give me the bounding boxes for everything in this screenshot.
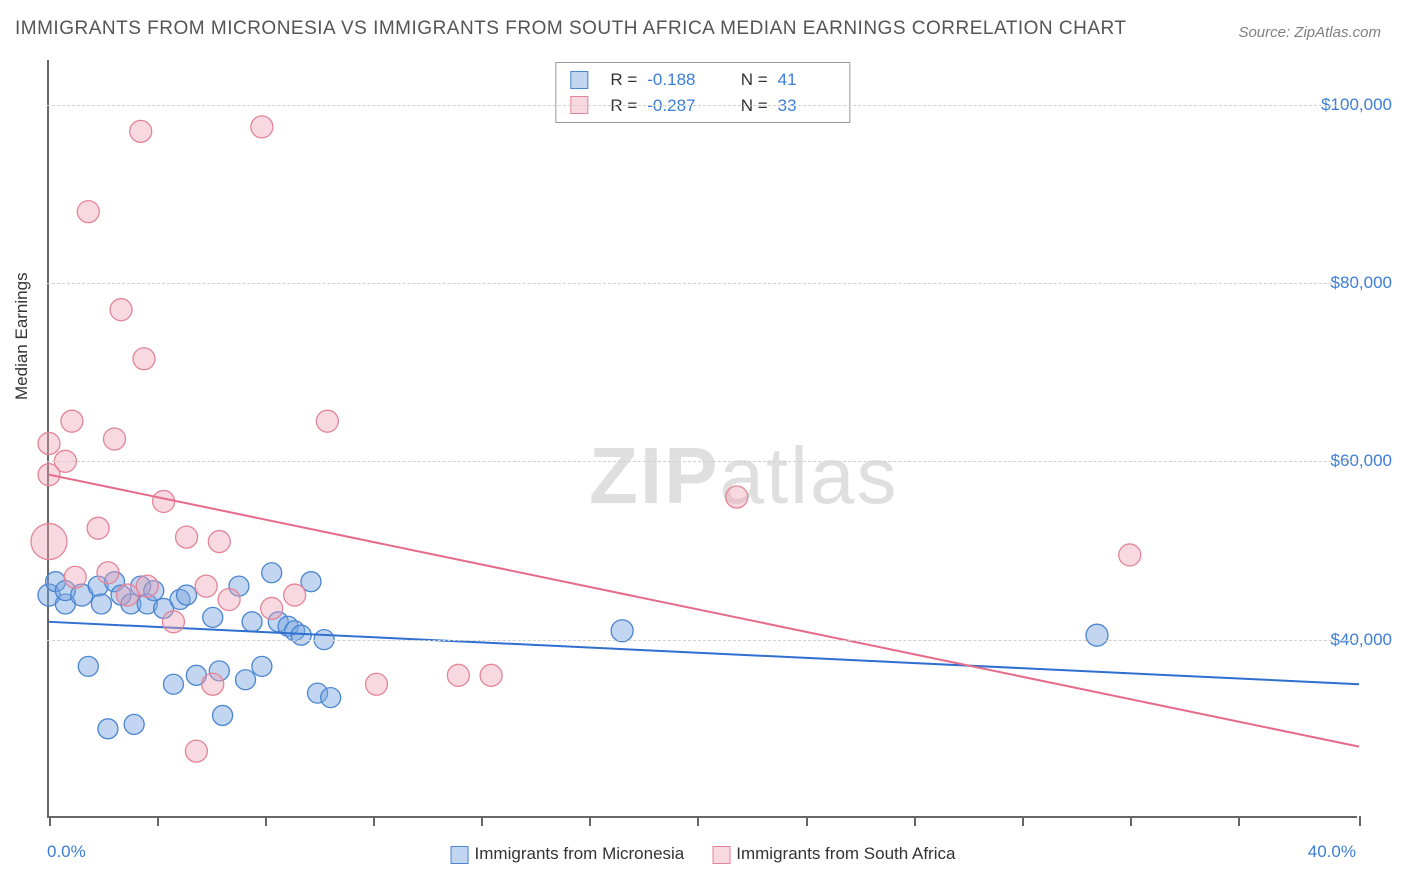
stat-n-label: N = bbox=[741, 67, 768, 93]
x-tick bbox=[481, 816, 483, 826]
x-tick bbox=[1022, 816, 1024, 826]
data-point bbox=[176, 526, 198, 548]
data-point bbox=[1086, 624, 1108, 646]
data-point bbox=[611, 620, 633, 642]
data-point bbox=[208, 531, 230, 553]
data-point bbox=[77, 201, 99, 223]
x-axis-min-label: 0.0% bbox=[47, 842, 86, 862]
data-point bbox=[213, 705, 233, 725]
data-point bbox=[366, 673, 388, 695]
legend-item: Immigrants from South Africa bbox=[712, 844, 955, 864]
stat-r-label: R = bbox=[610, 67, 637, 93]
stat-n-value: 41 bbox=[778, 67, 836, 93]
data-point bbox=[98, 719, 118, 739]
stat-swatch bbox=[570, 71, 588, 89]
data-point bbox=[251, 116, 273, 138]
x-tick bbox=[49, 816, 51, 826]
legend-label: Immigrants from South Africa bbox=[736, 844, 955, 863]
chart-title: IMMIGRANTS FROM MICRONESIA VS IMMIGRANTS… bbox=[15, 18, 1126, 40]
data-point bbox=[242, 612, 262, 632]
grid-line bbox=[47, 283, 1357, 284]
data-point bbox=[321, 688, 341, 708]
data-point bbox=[117, 584, 139, 606]
data-point bbox=[447, 664, 469, 686]
data-point bbox=[316, 410, 338, 432]
source-label: Source: ZipAtlas.com bbox=[1238, 24, 1381, 41]
data-point bbox=[31, 524, 67, 560]
data-point bbox=[130, 120, 152, 142]
legend-label: Immigrants from Micronesia bbox=[475, 844, 685, 863]
data-point bbox=[261, 597, 283, 619]
data-point bbox=[87, 517, 109, 539]
data-point bbox=[262, 563, 282, 583]
x-axis-max-label: 40.0% bbox=[1308, 842, 1356, 862]
data-point bbox=[38, 432, 60, 454]
legend: Immigrants from Micronesia Immigrants fro… bbox=[451, 844, 956, 864]
chart-container: IMMIGRANTS FROM MICRONESIA VS IMMIGRANTS… bbox=[0, 0, 1406, 892]
data-point bbox=[97, 562, 119, 584]
data-point bbox=[133, 348, 155, 370]
data-point bbox=[236, 670, 256, 690]
data-point bbox=[104, 428, 126, 450]
legend-item: Immigrants from Micronesia bbox=[451, 844, 685, 864]
x-tick bbox=[265, 816, 267, 826]
data-point bbox=[1119, 544, 1141, 566]
data-point bbox=[91, 594, 111, 614]
x-tick bbox=[806, 816, 808, 826]
data-point bbox=[218, 589, 240, 611]
data-point bbox=[480, 664, 502, 686]
data-point bbox=[162, 611, 184, 633]
plot-area: ZIPatlas R = -0.188 N = 41R = -0.287 N =… bbox=[47, 60, 1357, 818]
y-axis-label: Median Earnings bbox=[12, 272, 32, 400]
x-tick bbox=[697, 816, 699, 826]
x-tick bbox=[1359, 816, 1361, 826]
data-point bbox=[153, 490, 175, 512]
stat-r-value: -0.188 bbox=[647, 67, 705, 93]
trend-line bbox=[49, 475, 1359, 747]
data-point bbox=[185, 740, 207, 762]
scatter-svg bbox=[49, 60, 1357, 816]
x-tick bbox=[1238, 816, 1240, 826]
correlation-stats-box: R = -0.188 N = 41R = -0.287 N = 33 bbox=[555, 62, 850, 123]
data-point bbox=[195, 575, 217, 597]
data-point bbox=[177, 585, 197, 605]
x-tick bbox=[373, 816, 375, 826]
data-point bbox=[110, 299, 132, 321]
legend-swatch bbox=[451, 846, 469, 864]
x-tick bbox=[157, 816, 159, 826]
data-point bbox=[64, 566, 86, 588]
data-point bbox=[61, 410, 83, 432]
data-point bbox=[726, 486, 748, 508]
data-point bbox=[136, 575, 158, 597]
grid-line bbox=[47, 461, 1357, 462]
data-point bbox=[284, 584, 306, 606]
legend-swatch bbox=[712, 846, 730, 864]
data-point bbox=[203, 607, 223, 627]
data-point bbox=[291, 625, 311, 645]
data-point bbox=[124, 714, 144, 734]
x-tick bbox=[1130, 816, 1132, 826]
grid-line bbox=[47, 640, 1357, 641]
x-tick bbox=[914, 816, 916, 826]
grid-line bbox=[47, 105, 1357, 106]
data-point bbox=[252, 656, 272, 676]
data-point bbox=[202, 673, 224, 695]
stat-row: R = -0.188 N = 41 bbox=[570, 67, 835, 93]
data-point bbox=[163, 674, 183, 694]
data-point bbox=[78, 656, 98, 676]
x-tick bbox=[589, 816, 591, 826]
